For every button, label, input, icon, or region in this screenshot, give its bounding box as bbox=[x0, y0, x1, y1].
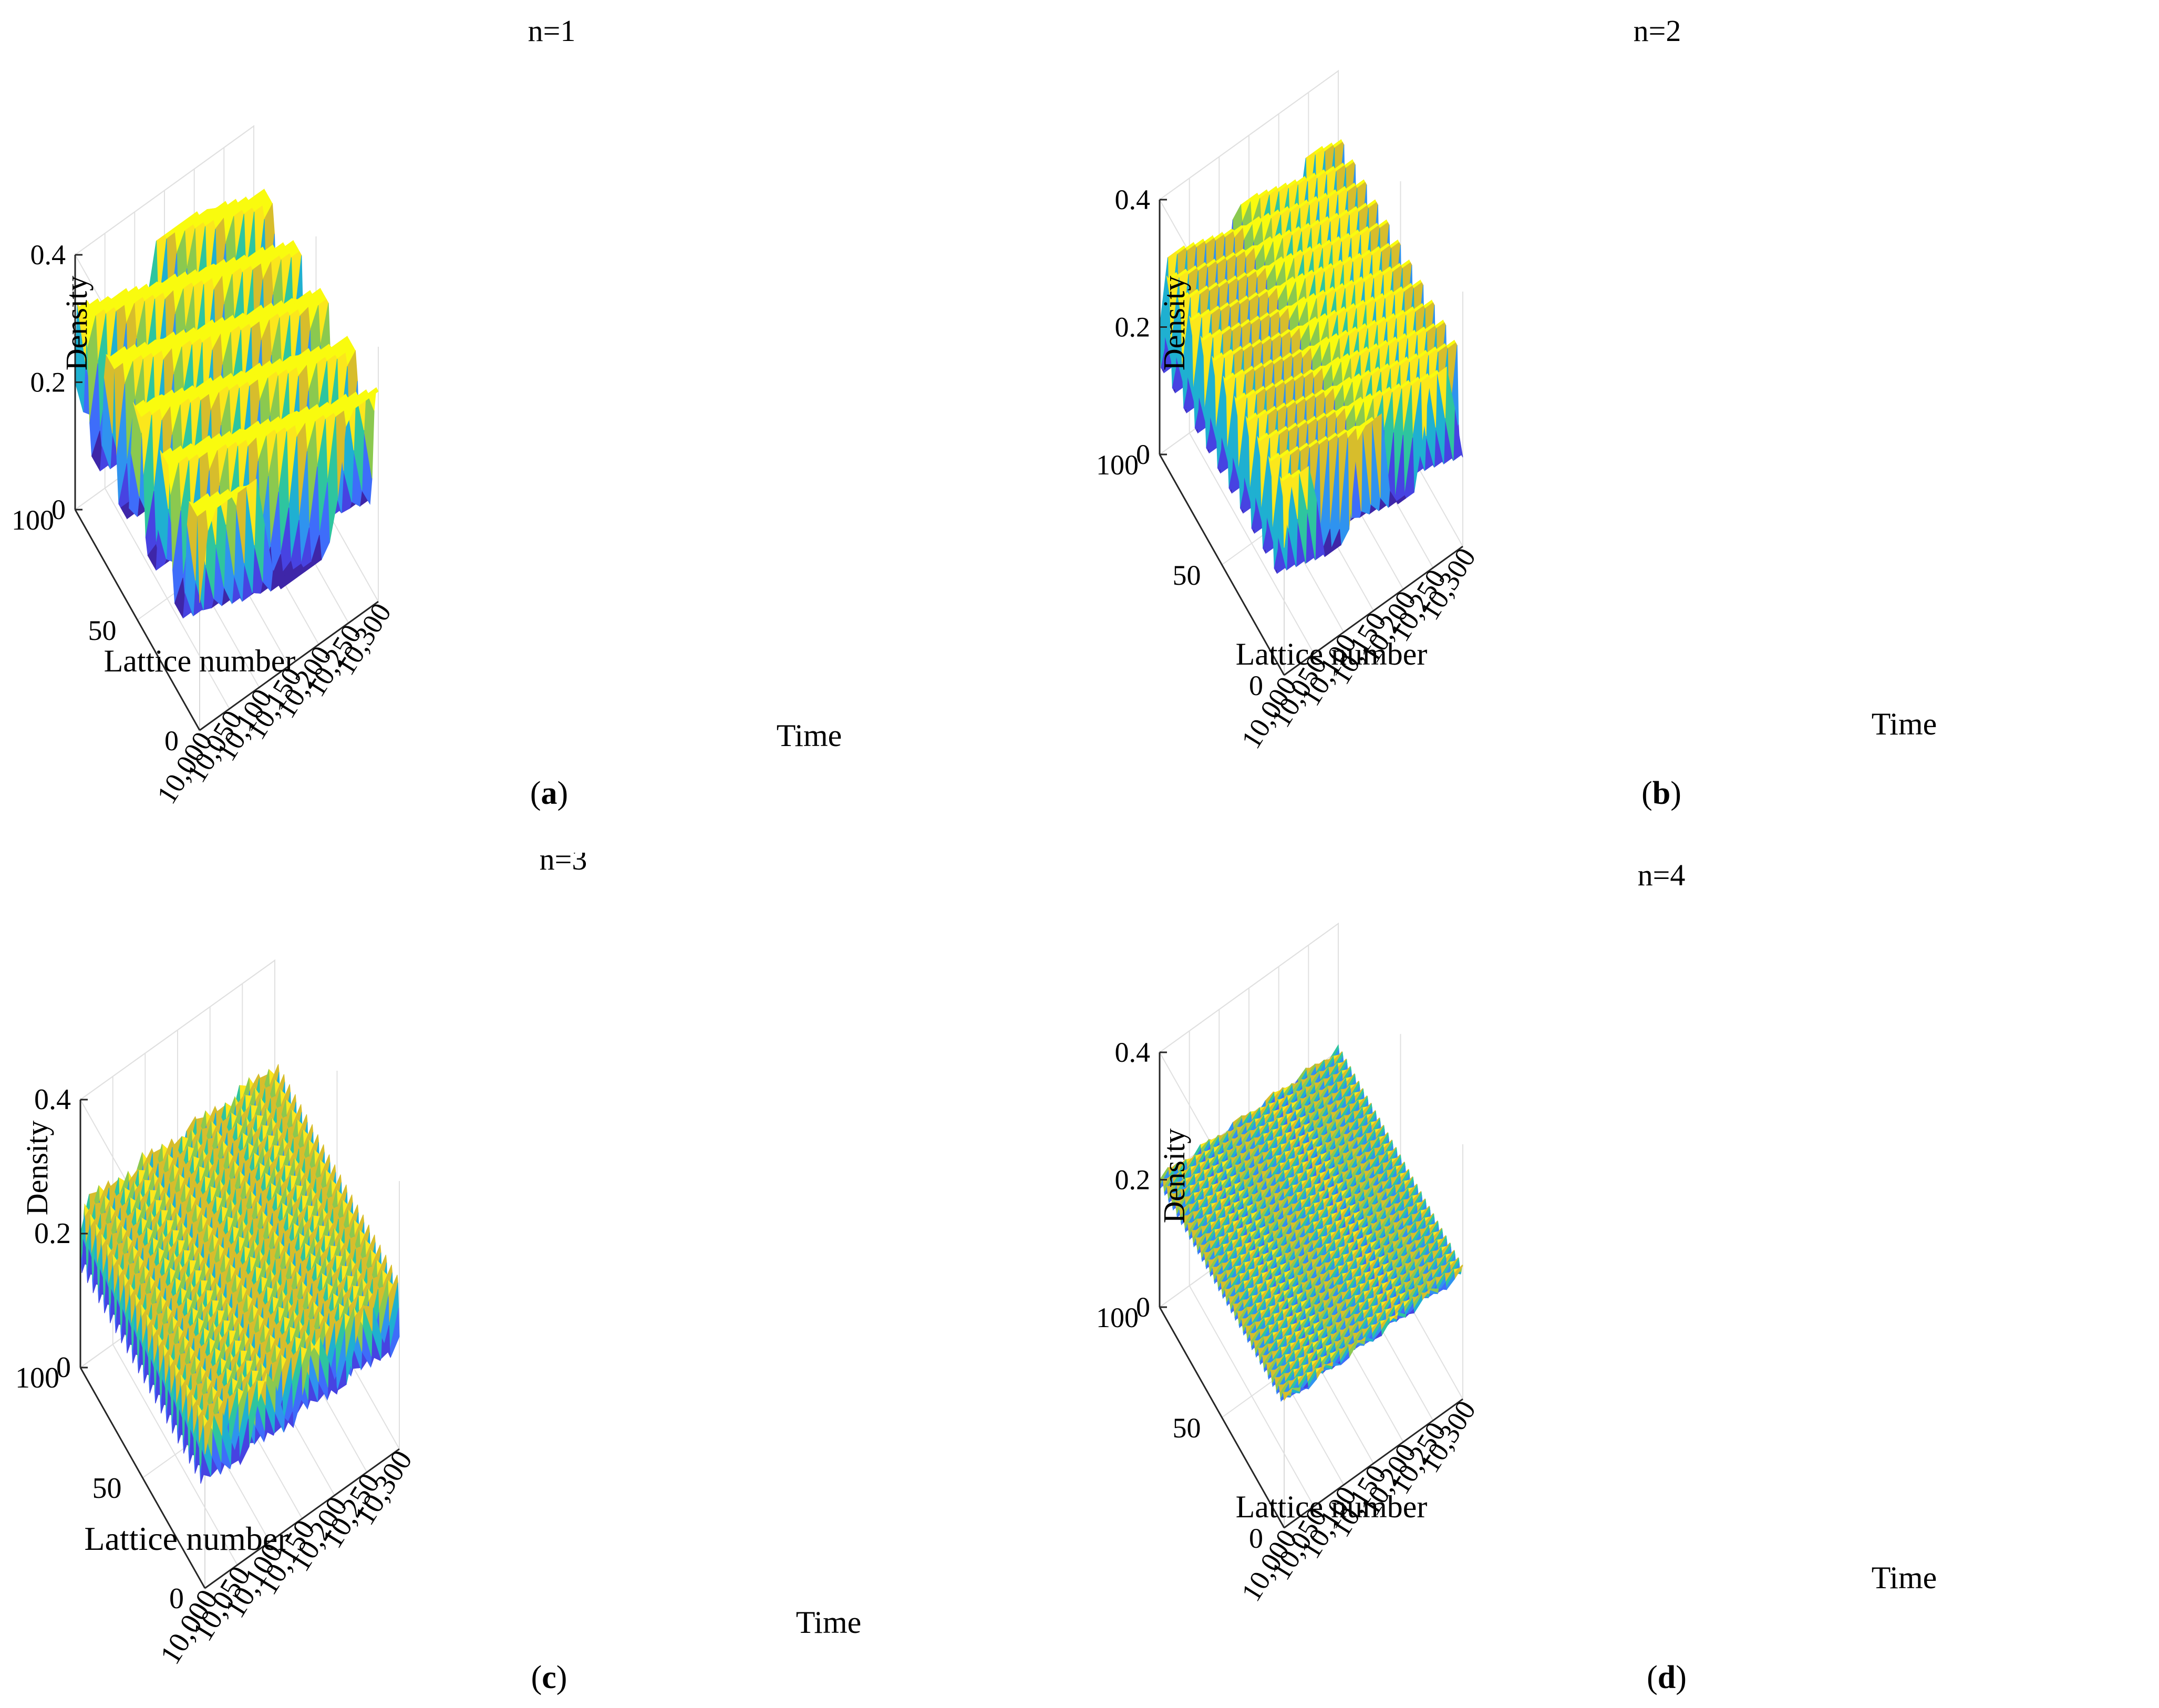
panel-letter: b bbox=[1652, 775, 1670, 811]
panel-label: (a) bbox=[530, 775, 568, 811]
x-tick-label: 100 bbox=[12, 504, 54, 536]
x-tick-label: 100 bbox=[1096, 449, 1139, 481]
plot-title: n=2 bbox=[1634, 14, 1681, 48]
z-tick-label: 0.4 bbox=[1115, 184, 1151, 215]
panel-label: (b) bbox=[1641, 775, 1681, 811]
panel-letter: a bbox=[541, 775, 557, 811]
z-axis-label: Density bbox=[59, 276, 94, 370]
surface-plot-b: 00.20.405010010,00010,05010,10010,15010,… bbox=[1079, 0, 2159, 853]
z-tick-label: 0.2 bbox=[30, 367, 66, 398]
surface-plot-a: 00.20.405010010,00010,05010,10010,15010,… bbox=[0, 0, 1079, 853]
x-tick-label: 50 bbox=[1173, 560, 1201, 591]
x-axis-label: Lattice number bbox=[104, 644, 296, 678]
z-tick-label: 0.2 bbox=[1115, 312, 1151, 343]
y-axis-label: Time bbox=[1872, 707, 1937, 741]
surface-plot-c: 00.20.405010010,00010,05010,10010,15010,… bbox=[0, 853, 1079, 1705]
plot-title: n=1 bbox=[528, 14, 576, 48]
x-axis-label: Lattice number bbox=[1236, 637, 1428, 671]
z-axis-label: Density bbox=[1157, 276, 1191, 370]
z-tick-label: 0.4 bbox=[30, 239, 66, 271]
x-tick-label: 50 bbox=[88, 615, 117, 646]
y-axis-label: Time bbox=[777, 718, 842, 753]
